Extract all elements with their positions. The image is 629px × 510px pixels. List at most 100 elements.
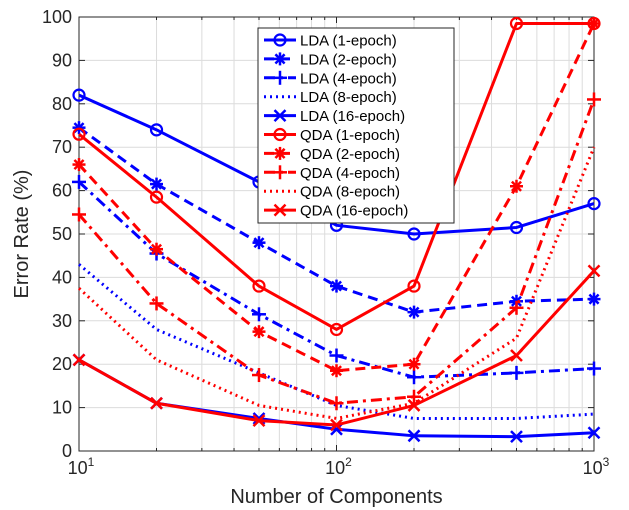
y-tick-label: 10 [52,398,72,418]
data-point [330,279,343,293]
legend-marker [273,52,287,66]
marker-x-b [330,422,343,436]
legend-entry-lda-2-epoch: LDA (2-epoch) [264,51,397,68]
marker-circle [407,227,421,241]
y-tick-label: 80 [52,94,72,114]
data-point [407,357,421,371]
legend-entry-qda-8-epoch: QDA (8-epoch) [264,184,400,201]
legend: LDA (1-epoch)LDA (2-epoch) LDA (4-epoch) L… [257,27,455,224]
data-point [407,389,422,404]
marker-x-b [252,412,266,425]
data-point [407,370,422,385]
series-qda-1-epoch [72,16,601,337]
legend-marker [273,109,287,122]
series-group [72,16,601,444]
data-point [72,127,86,141]
x-tick-label: 101 [68,455,95,478]
legend-entry-qda-1-epoch: QDA (1-epoch) [264,127,400,144]
legend-marker [273,70,287,85]
legend-label: LDA (2-epoch) [300,51,397,68]
data-point [150,242,164,256]
data-point [407,429,421,443]
marker-asterisk-arm [331,280,342,292]
marker-circle [509,220,524,235]
data-point [329,396,344,411]
marker-asterisk-arm [274,53,286,65]
marker-x-b [510,430,523,444]
data-point [587,197,601,211]
marker-circle [329,322,344,337]
x-tick-label: 103 [583,455,610,478]
data-point [72,158,86,172]
axis-ticks: 0 10 20 30 40 50 60 70 80 90 100 101 102 103 [42,7,610,478]
data-point [330,418,343,432]
marker-x-b [72,353,86,367]
marker-circle [273,127,287,142]
data-point [150,396,163,410]
legend-label: LDA (4-epoch) [300,70,397,87]
series-line [78,22,594,331]
legend-marker [273,33,287,47]
marker-asterisk-arm [274,147,286,159]
data-point [329,348,344,363]
legend-entry-qda-4-epoch: QDA (4-epoch) [264,165,400,182]
legend-label: QDA (16-epoch) [300,203,408,220]
data-point [72,174,86,189]
data-point [407,305,421,319]
marker-asterisk-arm [253,237,265,249]
x-tick-label: 102 [325,455,352,478]
marker-circle [252,279,266,293]
legend-label: QDA (8-epoch) [300,184,400,201]
data-point [252,325,266,339]
marker-circle [72,127,86,141]
marker-x-b [150,396,163,410]
series-qda-4-epoch [72,92,601,411]
marker-asterisk-arm [331,365,342,377]
marker-asterisk-arm [151,178,162,190]
marker-circle [149,190,164,204]
data-point [587,264,601,278]
data-point [72,207,86,222]
data-point [587,361,601,376]
data-point [510,349,523,362]
marker-asterisk-arm [588,18,600,29]
data-point [407,399,421,412]
y-tick-label: 90 [52,50,72,70]
marker-x-b [252,414,266,428]
legend-label: QDA (1-epoch) [300,127,400,144]
data-point [587,426,601,440]
y-axis-label: Error Rate (%) [11,170,33,299]
marker-x-b [510,349,523,362]
marker-circle [72,88,86,102]
legend-label: QDA (4-epoch) [300,165,400,182]
y-tick-label: 60 [52,181,72,201]
data-point [251,368,266,383]
marker-asterisk-arm [408,358,420,370]
y-tick-label: 20 [52,354,72,374]
series-qda-16-epoch [72,264,601,432]
series-line [78,93,595,236]
data-point [329,322,344,337]
data-point [252,236,266,250]
legend-marker [273,127,287,142]
legend-box [257,27,455,224]
marker-circle [149,123,164,137]
data-point [251,307,266,322]
marker-asterisk-arm [73,159,85,171]
marker-x-b [587,426,601,440]
marker-circle [407,279,421,293]
data-point [509,300,524,315]
legend-marker [273,203,287,217]
legend-entry-qda-2-epoch: QDA (2-epoch) [264,146,400,163]
legend-entry-lda-1-epoch: LDA (1-epoch) [264,33,397,50]
legend-label: LDA (16-epoch) [300,108,405,125]
marker-x-b [407,429,421,443]
legend-marker [273,146,287,160]
data-point [587,292,601,306]
legend-entry-lda-8-epoch: LDA (8-epoch) [264,89,397,106]
y-tick-label: 0 [62,441,72,461]
marker-asterisk-arm [253,326,265,338]
data-point [252,279,266,293]
legend-entry-qda-16-epoch: QDA (16-epoch) [264,203,408,220]
